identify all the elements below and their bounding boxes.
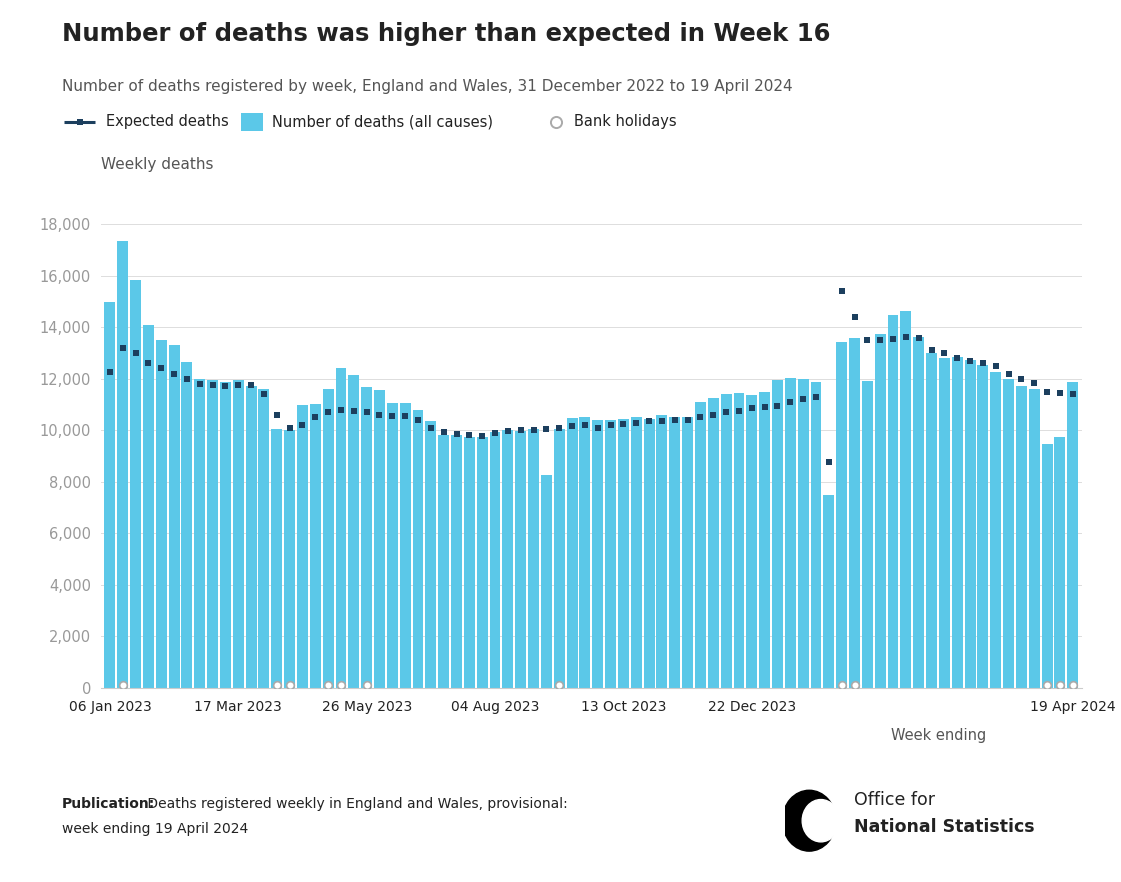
Bar [1003, 379, 1015, 688]
Bar [168, 345, 179, 688]
Bar [233, 380, 243, 688]
Bar [1029, 389, 1039, 688]
Bar [182, 362, 193, 688]
Bar [900, 311, 911, 688]
Bar [952, 356, 963, 688]
Bar [747, 395, 758, 688]
Bar [554, 430, 565, 688]
Bar [657, 415, 667, 688]
Bar [464, 437, 475, 688]
Bar [733, 392, 744, 688]
Bar [1067, 382, 1078, 688]
Bar [862, 380, 873, 688]
Bar [309, 404, 321, 688]
Bar [413, 410, 424, 688]
Bar [990, 371, 1001, 688]
Text: Week ending: Week ending [891, 728, 986, 743]
Bar [438, 435, 450, 688]
Bar [528, 429, 539, 688]
Bar [849, 339, 860, 688]
Text: Expected deaths: Expected deaths [106, 114, 230, 130]
Text: Bank holidays: Bank holidays [574, 114, 677, 130]
Circle shape [782, 790, 836, 851]
Bar [130, 280, 141, 688]
Bar [939, 358, 949, 688]
Bar [118, 242, 128, 688]
Bar [361, 387, 372, 688]
Bar [245, 385, 257, 688]
Bar [810, 382, 822, 688]
Bar [259, 389, 269, 688]
Bar [1016, 385, 1027, 688]
Bar [605, 420, 617, 688]
Text: week ending 19 April 2024: week ending 19 April 2024 [62, 822, 248, 836]
Bar [914, 337, 924, 688]
Bar [541, 475, 552, 688]
Bar [1041, 444, 1053, 688]
Bar [566, 418, 577, 688]
Bar [798, 379, 808, 688]
Bar [772, 380, 782, 688]
Bar [888, 315, 899, 688]
Bar [323, 389, 334, 688]
Bar [592, 420, 603, 688]
Bar [1055, 437, 1065, 688]
Bar [669, 417, 680, 688]
Text: Office for: Office for [854, 791, 941, 809]
Text: Number of deaths registered by week, England and Wales, 31 December 2022 to 19 A: Number of deaths registered by week, Eng… [62, 79, 793, 94]
Text: Number of deaths (all causes): Number of deaths (all causes) [272, 114, 493, 130]
Bar [284, 430, 295, 688]
Text: Publication:: Publication: [62, 797, 155, 811]
Bar [207, 380, 219, 688]
Bar [425, 421, 436, 688]
Bar [451, 435, 462, 688]
Bar [516, 431, 526, 688]
Bar [335, 368, 346, 688]
Bar [707, 398, 719, 688]
Bar [785, 378, 796, 688]
Bar [580, 417, 591, 688]
Bar [683, 417, 693, 688]
Bar [695, 402, 706, 688]
Bar [349, 375, 359, 688]
Bar [836, 342, 847, 688]
Bar [978, 365, 989, 688]
Bar [502, 430, 513, 688]
Text: Number of deaths was higher than expected in Week 16: Number of deaths was higher than expecte… [62, 22, 831, 46]
Bar [759, 392, 770, 688]
Bar [618, 419, 629, 688]
Circle shape [803, 799, 840, 841]
Text: Weekly deaths: Weekly deaths [101, 156, 213, 171]
Bar [104, 302, 115, 688]
Bar [241, 113, 263, 131]
Bar [926, 354, 937, 688]
Bar [194, 378, 205, 688]
Bar [824, 495, 834, 688]
Text: Deaths registered weekly in England and Wales, provisional:: Deaths registered weekly in England and … [143, 797, 568, 811]
Bar [400, 402, 410, 688]
Bar [721, 394, 732, 688]
Bar [476, 437, 488, 688]
Bar [156, 340, 167, 688]
Bar [220, 383, 231, 688]
Text: National Statistics: National Statistics [854, 818, 1035, 836]
Bar [271, 429, 282, 688]
Bar [490, 431, 500, 688]
Bar [631, 416, 641, 688]
Bar [874, 334, 886, 688]
Bar [143, 325, 154, 688]
Bar [643, 419, 655, 688]
Bar [964, 360, 975, 688]
Bar [297, 405, 308, 688]
Bar [387, 403, 398, 688]
Bar [374, 390, 385, 688]
